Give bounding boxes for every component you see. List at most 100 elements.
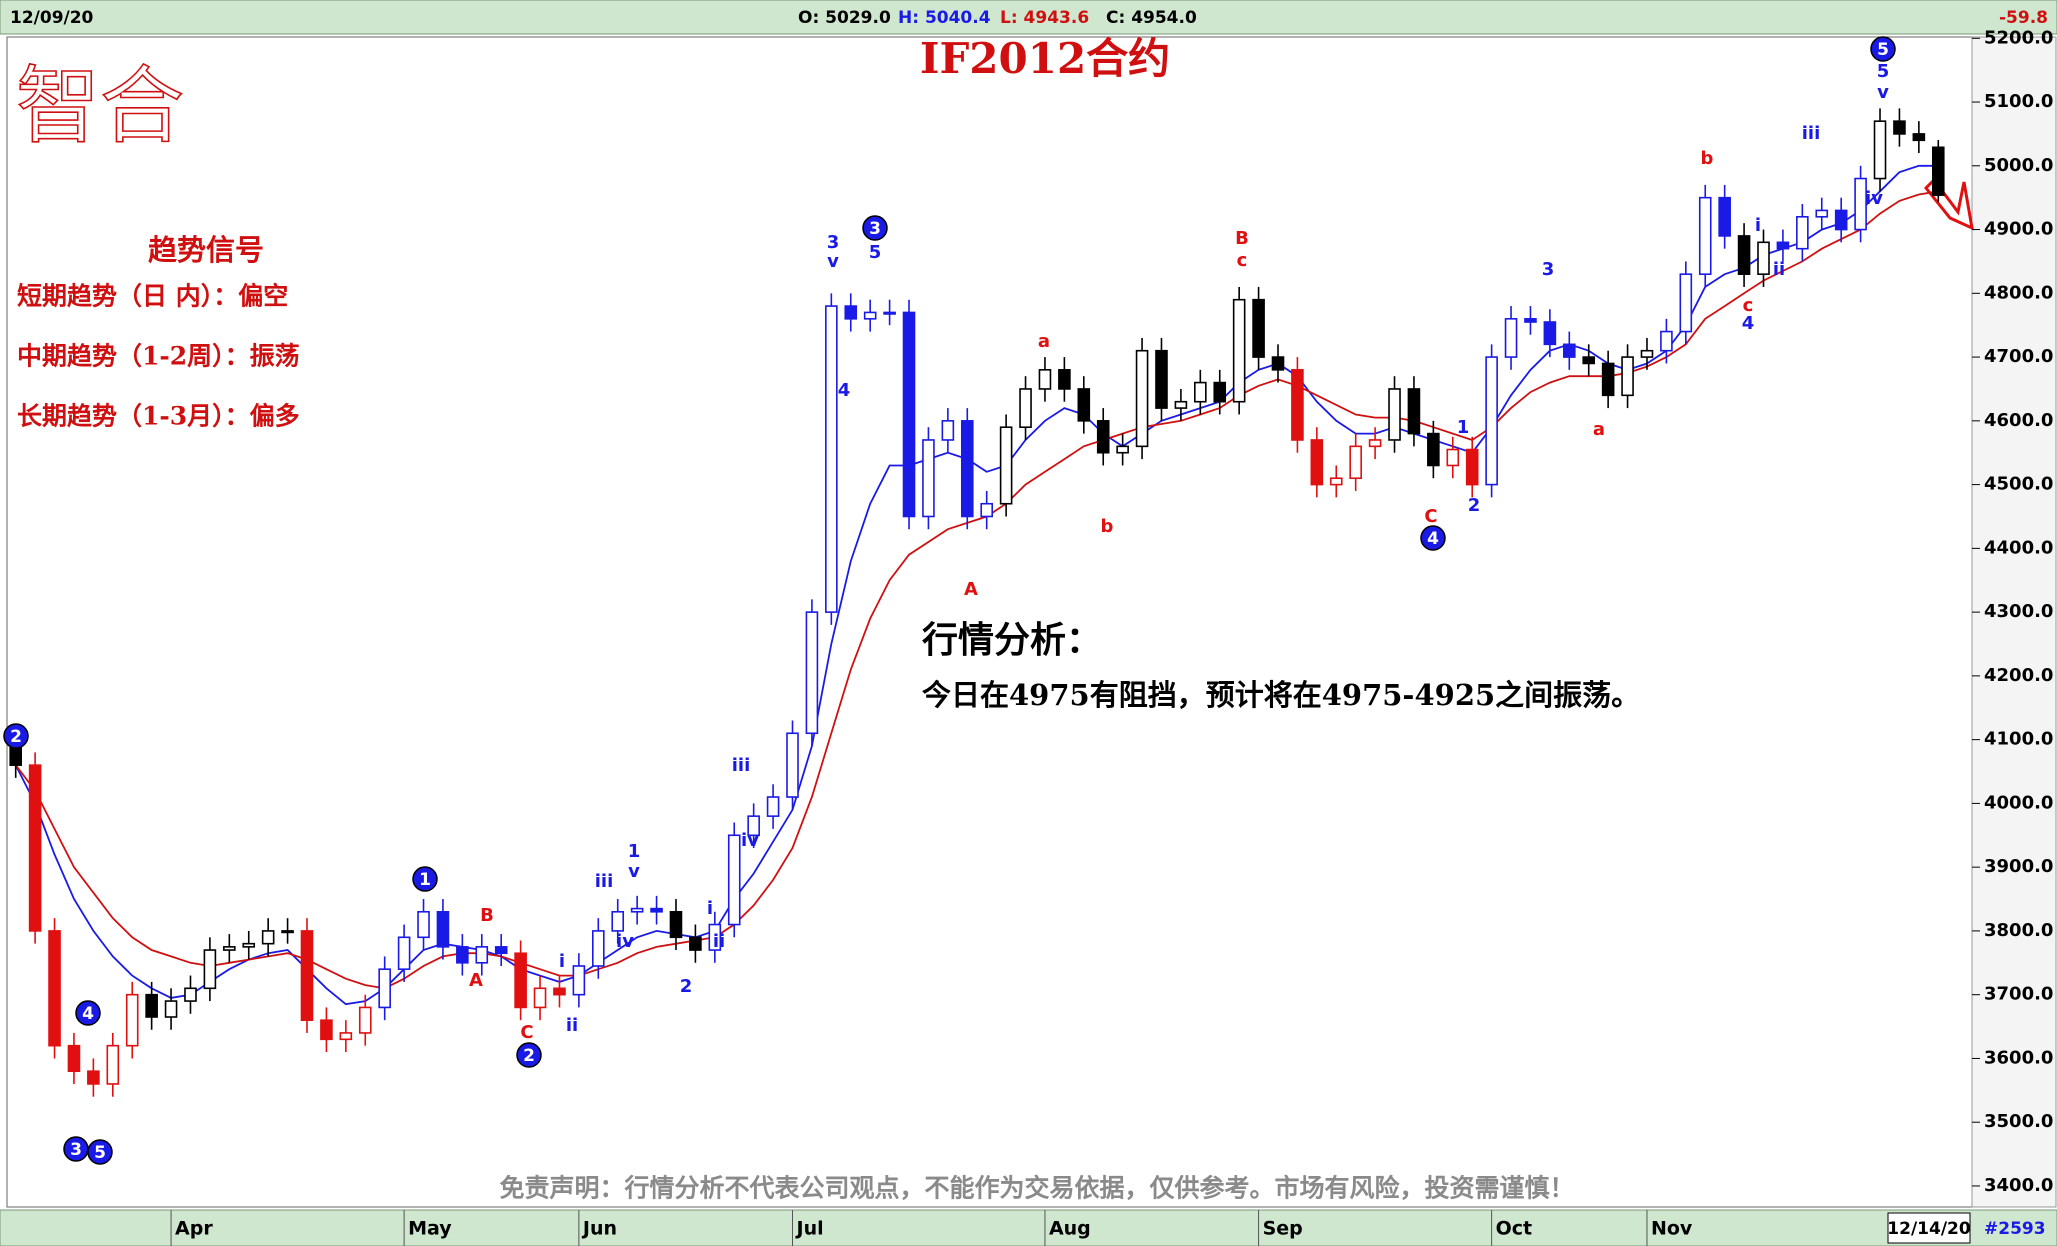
candle-body — [184, 987, 197, 1002]
y-tick-label: 3400.0 — [1984, 1175, 2053, 1196]
candle-body — [572, 965, 586, 996]
wave-label: a — [1038, 331, 1050, 352]
candle-body — [1096, 420, 1110, 454]
wave-circle — [412, 866, 438, 892]
candle-body — [1310, 439, 1324, 486]
y-tick-label: 3600.0 — [1984, 1047, 2053, 1068]
wave-circle — [516, 1042, 542, 1068]
signal-line: 短期趋势（日 内）：偏空 — [17, 282, 288, 311]
wave-label: v — [827, 251, 839, 272]
candle-body — [1893, 120, 1906, 135]
wave-circle — [1870, 36, 1896, 62]
wave-label: a — [1593, 419, 1605, 440]
wave-label: iii — [732, 755, 751, 776]
wave-label: A — [469, 970, 483, 991]
candle-body — [1388, 388, 1401, 441]
wave-label: 2 — [523, 1046, 535, 1066]
candle-body — [300, 930, 314, 1021]
y-tick-label: 5200.0 — [1984, 27, 2053, 48]
wave-label: 3 — [1542, 259, 1555, 280]
candle-body — [630, 907, 644, 913]
candle-body — [1815, 209, 1829, 218]
candle-body — [1427, 432, 1440, 467]
wave-circle — [862, 215, 888, 241]
candle-body — [960, 420, 974, 518]
wave-label: ii — [1773, 259, 1785, 280]
wave-label: 1 — [419, 870, 431, 890]
candle-body — [922, 439, 935, 518]
candle-body — [1116, 445, 1129, 454]
candle-body — [611, 910, 625, 932]
candle-body — [1796, 216, 1809, 250]
y-tick-label: 4900.0 — [1984, 219, 2053, 240]
y-tick-label: 4800.0 — [1984, 282, 2053, 303]
candle-body — [1174, 400, 1188, 409]
signals-heading: 趋势信号 — [148, 233, 264, 267]
x-end-box — [1887, 1212, 1971, 1244]
wave-label: ii — [566, 1015, 578, 1036]
candle-body — [805, 611, 819, 735]
candle-body — [1737, 235, 1751, 275]
candle-body — [941, 420, 955, 441]
candle-body — [1232, 298, 1246, 403]
wave-label: 2 — [1468, 495, 1481, 516]
y-tick-label: 5100.0 — [1984, 91, 2053, 112]
wave-label: 2 — [680, 976, 693, 997]
candle-body — [1019, 388, 1032, 429]
plot-area — [6, 36, 1973, 1208]
x-tick-label: Aug — [1049, 1218, 1091, 1240]
candle-body — [980, 502, 994, 518]
wave-label: b — [1101, 516, 1114, 537]
candle-body — [902, 311, 916, 518]
candle-body — [747, 815, 760, 837]
candle-body — [1368, 439, 1382, 448]
y-axis-panel — [1971, 36, 2057, 1208]
signal-line: 中期趋势（1-2周）：振荡 — [17, 342, 300, 371]
wave-label: i — [559, 951, 565, 972]
candle-body — [553, 987, 566, 996]
x-tick-label: Oct — [1496, 1218, 1533, 1240]
header-bar — [0, 0, 2057, 35]
candle-body — [1349, 445, 1362, 480]
wave-label: ii — [713, 931, 725, 952]
wave-circle — [3, 723, 29, 749]
candle-body — [1135, 349, 1149, 448]
wave-label: iii — [1802, 123, 1821, 144]
logo: 智合 — [16, 57, 184, 155]
candle-body — [87, 1070, 100, 1085]
candle-body — [1698, 196, 1712, 275]
wave-label: 5 — [1877, 40, 1889, 60]
candle-body — [1543, 321, 1557, 346]
candle-body — [203, 949, 217, 990]
candle-body — [1329, 477, 1343, 486]
wave-label: 5 — [94, 1143, 106, 1163]
candle-body — [1582, 356, 1596, 365]
candle-body — [1873, 120, 1887, 180]
candle-body — [28, 764, 42, 932]
x-tick-label: Apr — [175, 1218, 213, 1240]
wave-label: 4 — [1427, 529, 1439, 549]
candle-body — [844, 305, 858, 320]
wave-label: C — [520, 1022, 533, 1043]
wave-label: 2 — [10, 727, 22, 747]
direction-arrow — [1923, 177, 1974, 231]
candle-body — [48, 930, 61, 1047]
wave-label: 5 — [1877, 61, 1890, 82]
candle-body — [1271, 356, 1285, 371]
chart-title: IF2012合约 — [920, 34, 1170, 83]
header-high: H: 5040.4 — [898, 8, 991, 28]
candle-body — [1718, 196, 1731, 237]
wave-circle — [87, 1139, 113, 1165]
candle-body — [1155, 349, 1168, 409]
candle-body — [1776, 241, 1790, 250]
wave-label: 4 — [1742, 313, 1755, 334]
y-tick-label: 5000.0 — [1984, 155, 2053, 176]
candle-body — [339, 1032, 353, 1041]
wave-label: c — [1237, 250, 1248, 271]
y-tick-label: 4100.0 — [1984, 729, 2053, 750]
wave-label: b — [1701, 148, 1714, 169]
candle-body — [1563, 343, 1576, 358]
candle-body — [358, 1006, 372, 1034]
wave-label: iii — [595, 871, 614, 892]
candle-body — [786, 732, 799, 798]
